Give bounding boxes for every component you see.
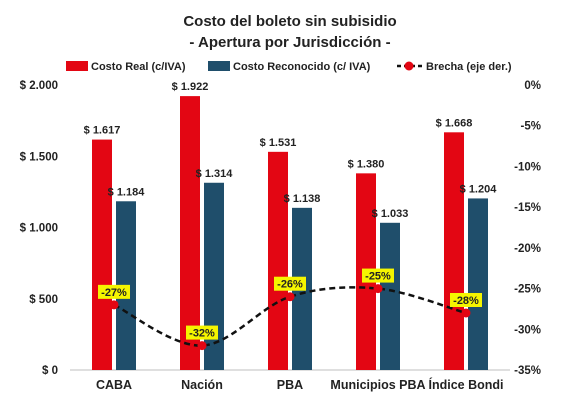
right-axis-tick-label: -20% [514,243,541,255]
chart-title-block: Costo del boleto sin subisidio - Apertur… [183,13,396,51]
legend-swatch-costo-real [66,61,88,71]
data-label-costo-reconocido: $ 1.204 [460,183,498,195]
gap-data-label: -25% [365,271,391,283]
gap-marker [285,292,295,302]
legend-label-costo-reconocido: Costo Reconocido (c/ IVA) [233,61,371,73]
gap-marker [197,341,207,351]
right-axis-tick-label: -25% [514,284,541,296]
data-label-costo-reconocido: $ 1.314 [196,168,234,180]
right-axis-tick-label: -5% [521,121,541,133]
chart-subtitle: - Apertura por Jurisdicción - [189,34,390,51]
gap-marker [461,308,471,318]
data-label-costo-reconocido: $ 1.184 [108,186,146,198]
chart-title: Costo del boleto sin subisidio [183,13,396,30]
legend-label-costo-real: Costo Real (c/IVA) [91,61,186,73]
right-axis-tick-label: 0% [524,80,541,92]
right-axis-tick-label: -30% [514,324,541,336]
bar-costo-reconocido [204,182,224,370]
gap-label-background [362,268,394,283]
bar-labels: $ 1.617 $ 1.184 $ 1.922 $ 1.314 $ 1.531 $ 1.1… [84,81,498,220]
gap-label-background [186,325,218,340]
gap-marker [109,300,119,310]
gap-data-label: -28% [453,295,479,307]
bar-costo-reconocido [380,222,400,370]
gap-data-label: -27% [101,287,127,299]
left-axis-tick-label: $ 500 [29,294,58,306]
gap-line-series: -27% -32% -26% -25% -28% [98,268,482,351]
gap-data-label: -26% [277,279,303,291]
data-label-costo-reconocido: $ 1.033 [372,208,409,220]
gap-label-background [274,276,306,291]
bar-costo-real [92,139,112,370]
legend-swatch-costo-reconocido [208,61,230,71]
legend-marker-brecha [404,61,414,71]
gap-data-label: -32% [189,328,215,340]
right-axis-tick-label: -10% [514,161,541,173]
left-axis-tick-label: $ 1.000 [20,223,58,235]
data-label-costo-reconocido: $ 1.138 [284,193,321,205]
gap-label-background [98,284,130,299]
gap-marker [373,284,383,294]
bar-costo-real [444,132,464,370]
bar-costo-real [180,96,200,371]
left-axis-tick-label: $ 2.000 [20,80,58,92]
left-axis: $ 0 $ 500 $ 1.000 $ 1.500 $ 2.000 [20,80,58,377]
legend: Costo Real (c/IVA) Costo Reconocido (c/ … [66,61,512,73]
gap-line [113,286,467,347]
legend-label-brecha: Brecha (eje der.) [426,61,512,73]
gap-label-background [450,293,482,307]
data-label-costo-real: $ 1.380 [348,158,385,170]
right-axis: 0% -5% -10% -15% -20% -25% -30% -35% [514,80,541,377]
left-axis-tick-label: $ 1.500 [20,151,58,163]
category-axis: CABA Nación PBA Municipios PBA Índice Bondi [96,377,504,392]
data-label-costo-real: $ 1.922 [172,81,209,93]
data-label-costo-real: $ 1.617 [84,125,121,137]
category-label: Índice Bondi [429,377,504,392]
left-axis-tick-label: $ 0 [42,365,58,377]
category-label: Nación [181,378,223,392]
right-axis-tick-label: -15% [514,202,541,214]
bar-costo-reconocido [468,198,488,370]
category-label: PBA [277,378,303,392]
data-label-costo-real: $ 1.531 [260,137,297,149]
bar-costo-real [268,151,288,370]
category-label: CABA [96,378,132,392]
category-label: Municipios PBA [330,378,425,392]
data-label-costo-real: $ 1.668 [436,117,473,129]
right-axis-tick-label: -35% [514,365,541,377]
